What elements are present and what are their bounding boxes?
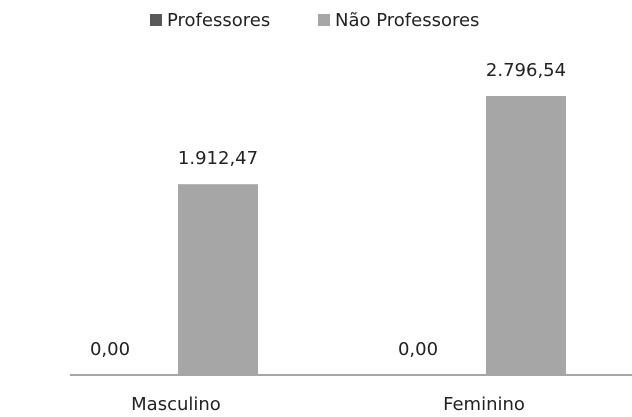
legend-swatch	[318, 14, 330, 26]
bar	[178, 184, 258, 375]
value-label: 0,00	[398, 339, 438, 360]
value-label: 0,00	[90, 339, 130, 360]
x-tick-label: Feminino	[443, 394, 525, 415]
value-label: 2.796,54	[486, 60, 566, 81]
x-tick-label: Masculino	[131, 394, 221, 415]
legend-swatch	[150, 14, 162, 26]
legend-label: Professores	[167, 10, 270, 31]
legend-label: Não Professores	[335, 10, 479, 31]
bar	[486, 96, 566, 375]
value-label: 1.912,47	[178, 148, 258, 169]
